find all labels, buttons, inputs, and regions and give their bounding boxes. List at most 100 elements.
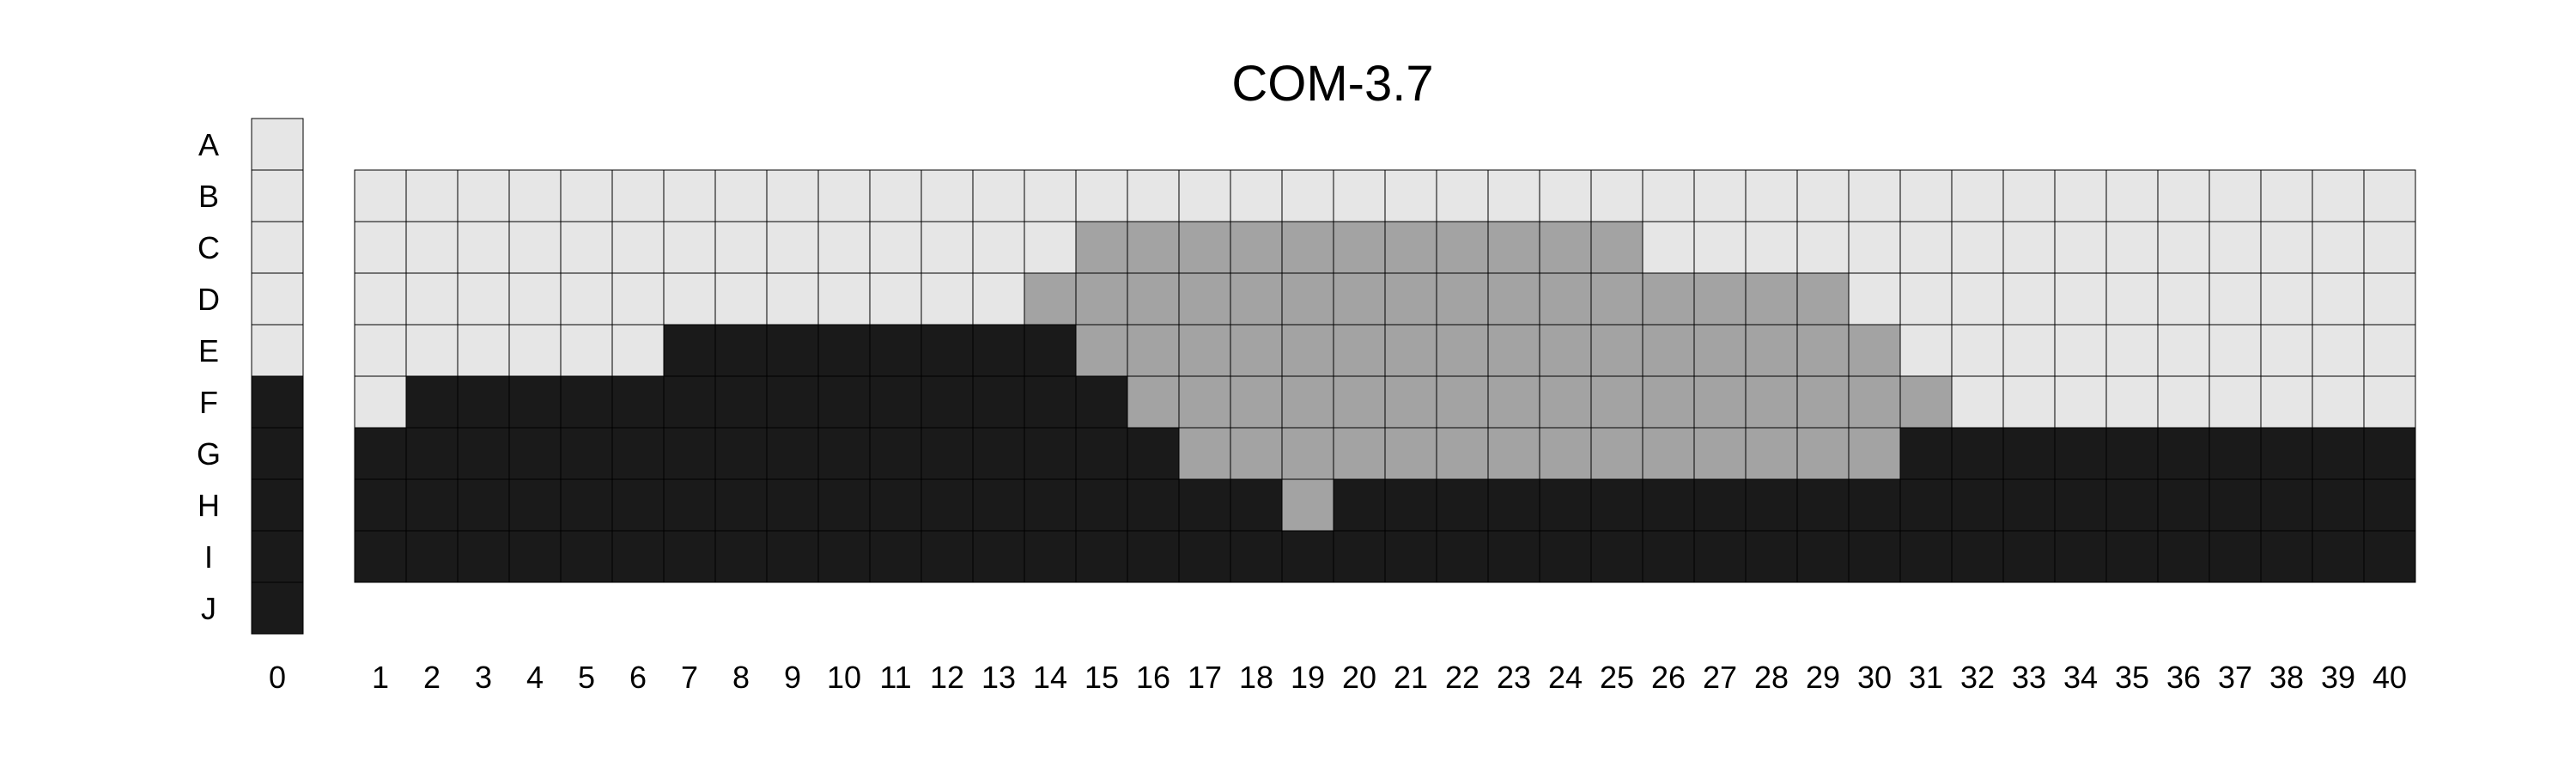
grid-cell-f-4 <box>508 375 562 429</box>
grid-cell-h-26 <box>1642 478 1695 532</box>
grid-cell-d-23 <box>1487 272 1540 326</box>
grid-cell-g-25 <box>1590 427 1643 480</box>
grid-cell-i-14 <box>1024 530 1077 583</box>
grid-cell-b-22 <box>1436 169 1489 222</box>
grid-cell-f-15 <box>1075 375 1128 429</box>
grid-cell-h-7 <box>663 478 716 532</box>
grid-cell-c-17 <box>1178 221 1231 274</box>
grid-cell-f-19 <box>1281 375 1334 429</box>
grid-cell-b-33 <box>2002 169 2056 222</box>
column-label-18: 18 <box>1239 660 1273 695</box>
grid-cell-c-33 <box>2002 221 2056 274</box>
grid-cell-c-38 <box>2260 221 2313 274</box>
grid-cell-i-8 <box>714 530 768 583</box>
grid-cell-i-36 <box>2157 530 2210 583</box>
grid-cell-b-9 <box>766 169 819 222</box>
grid-cell-c-11 <box>869 221 922 274</box>
grid-cell-c-10 <box>817 221 871 274</box>
grid-cell-e-4 <box>508 324 562 377</box>
grid-cell-h-35 <box>2105 478 2159 532</box>
grid-cell-h-32 <box>1951 478 2004 532</box>
grid-cell-h-37 <box>2208 478 2262 532</box>
reference-cell-j <box>251 581 304 635</box>
column-label-30: 30 <box>1857 660 1892 695</box>
grid-cell-e-38 <box>2260 324 2313 377</box>
grid-cell-h-25 <box>1590 478 1643 532</box>
grid-cell-i-28 <box>1745 530 1798 583</box>
grid-cell-h-1 <box>354 478 407 532</box>
grid-cell-d-4 <box>508 272 562 326</box>
grid-cell-e-8 <box>714 324 768 377</box>
grid-cell-c-9 <box>766 221 819 274</box>
reference-cell-d <box>251 272 304 326</box>
grid-cell-d-25 <box>1590 272 1643 326</box>
grid-cell-b-29 <box>1796 169 1850 222</box>
grid-cell-c-21 <box>1384 221 1437 274</box>
grid-cell-d-36 <box>2157 272 2210 326</box>
grid-cell-c-24 <box>1539 221 1592 274</box>
grid-cell-i-31 <box>1899 530 1953 583</box>
grid-cell-f-26 <box>1642 375 1695 429</box>
column-label-7: 7 <box>681 660 698 695</box>
grid-cell-b-39 <box>2312 169 2365 222</box>
column-label-4: 4 <box>526 660 544 695</box>
grid-cell-h-19 <box>1281 478 1334 532</box>
grid-cell-h-18 <box>1230 478 1283 532</box>
column-label-27: 27 <box>1703 660 1737 695</box>
grid-cell-i-37 <box>2208 530 2262 583</box>
grid-cell-c-28 <box>1745 221 1798 274</box>
grid-cell-h-12 <box>920 478 974 532</box>
grid-cell-e-17 <box>1178 324 1231 377</box>
grid-cell-f-28 <box>1745 375 1798 429</box>
column-label-0: 0 <box>269 660 286 695</box>
grid-cell-g-1 <box>354 427 407 480</box>
grid-cell-g-31 <box>1899 427 1953 480</box>
grid-cell-d-35 <box>2105 272 2159 326</box>
grid-cell-c-22 <box>1436 221 1489 274</box>
grid-cell-i-40 <box>2363 530 2416 583</box>
grid-cell-d-24 <box>1539 272 1592 326</box>
reference-cell-a <box>251 118 304 171</box>
grid-cell-i-20 <box>1333 530 1386 583</box>
column-label-28: 28 <box>1754 660 1789 695</box>
column-label-40: 40 <box>2372 660 2407 695</box>
grid-cell-c-13 <box>972 221 1025 274</box>
grid-cell-i-38 <box>2260 530 2313 583</box>
grid-cell-h-36 <box>2157 478 2210 532</box>
grid-cell-b-1 <box>354 169 407 222</box>
row-label-e: E <box>198 333 219 368</box>
reference-cell-f <box>251 375 304 429</box>
grid-cell-b-21 <box>1384 169 1437 222</box>
grid-cell-c-36 <box>2157 221 2210 274</box>
grid-cell-e-28 <box>1745 324 1798 377</box>
grid-cell-g-10 <box>817 427 871 480</box>
grid-cell-g-37 <box>2208 427 2262 480</box>
grid-cell-c-29 <box>1796 221 1850 274</box>
column-label-31: 31 <box>1909 660 1943 695</box>
reference-cell-g <box>251 427 304 480</box>
grid-cell-b-14 <box>1024 169 1077 222</box>
grid-cell-e-12 <box>920 324 974 377</box>
grid-cell-c-27 <box>1693 221 1747 274</box>
grid-cell-c-18 <box>1230 221 1283 274</box>
grid-cell-g-9 <box>766 427 819 480</box>
grid-cell-h-2 <box>405 478 459 532</box>
grid-cell-d-37 <box>2208 272 2262 326</box>
grid-cell-h-15 <box>1075 478 1128 532</box>
grid-cell-h-24 <box>1539 478 1592 532</box>
column-label-19: 19 <box>1291 660 1325 695</box>
grid-cell-i-12 <box>920 530 974 583</box>
grid-cell-h-11 <box>869 478 922 532</box>
grid-cell-g-24 <box>1539 427 1592 480</box>
grid-cell-i-35 <box>2105 530 2159 583</box>
grid-cell-h-28 <box>1745 478 1798 532</box>
grid-cell-b-25 <box>1590 169 1643 222</box>
column-labels: 0 1 2 3 4 5 6 7 8 9 10 11 12 13 14 15 16 17 18 19 20 21 22 23 24… <box>269 660 2407 695</box>
column-label-16: 16 <box>1136 660 1170 695</box>
grid-cell-d-7 <box>663 272 716 326</box>
grid-cell-b-11 <box>869 169 922 222</box>
grid-cell-h-16 <box>1127 478 1180 532</box>
grid-cell-d-32 <box>1951 272 2004 326</box>
grid-cell-d-30 <box>1848 272 1901 326</box>
